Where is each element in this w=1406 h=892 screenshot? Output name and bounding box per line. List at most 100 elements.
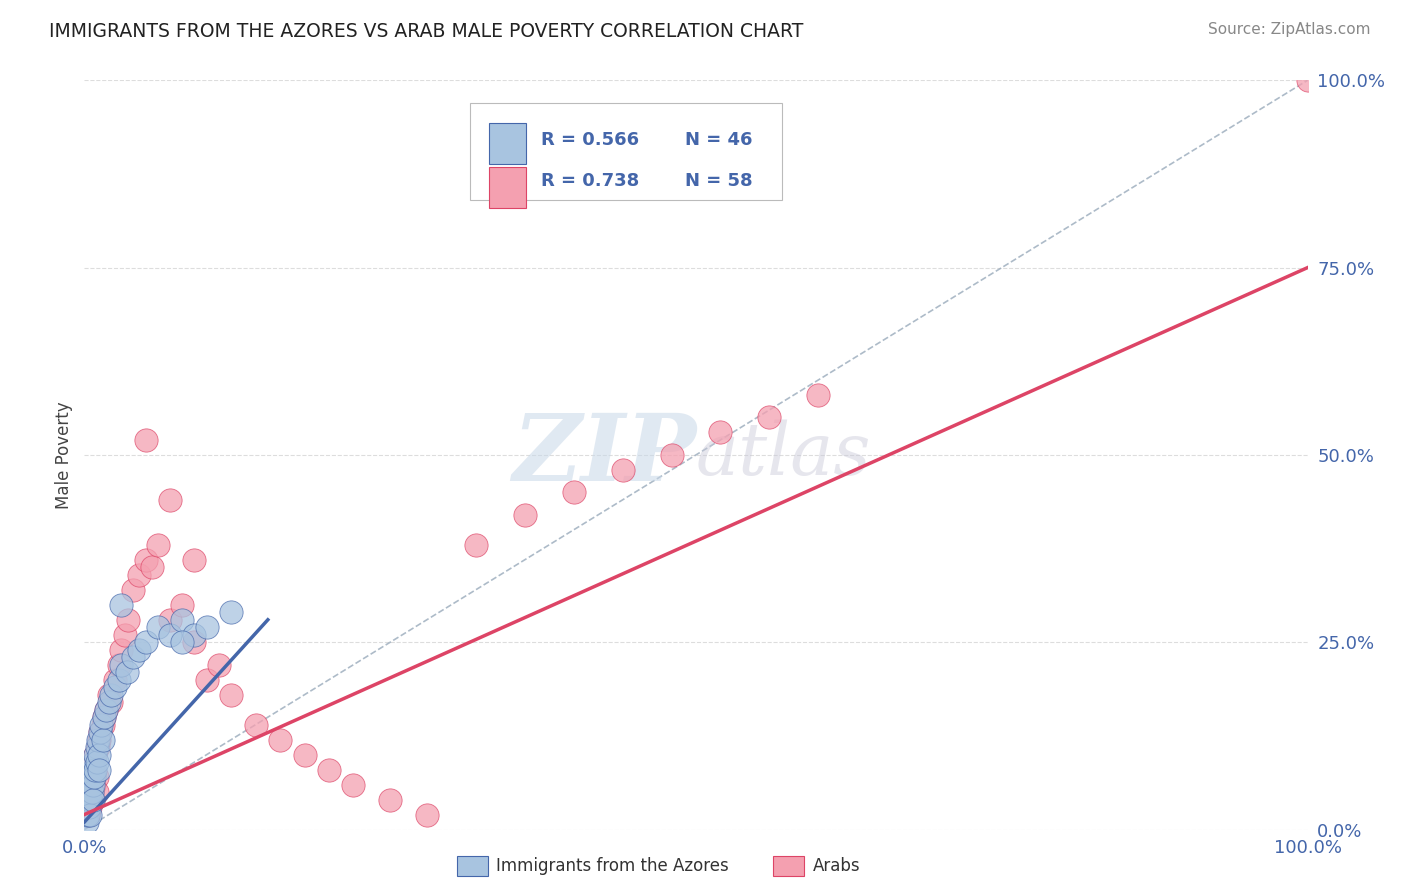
- Point: [128, 642, 150, 657]
- Point: [91, 717, 114, 731]
- Point: [709, 425, 731, 440]
- Point: [97, 695, 120, 709]
- Point: [100, 695, 122, 709]
- Point: [79, 807, 101, 822]
- Point: [83, 755, 105, 769]
- Point: [75, 800, 97, 814]
- Point: [208, 657, 231, 672]
- Point: [100, 688, 122, 702]
- Text: Arabs: Arabs: [813, 857, 860, 875]
- Point: [76, 785, 98, 799]
- Point: [76, 815, 98, 830]
- Text: Immigrants from the Azores: Immigrants from the Azores: [496, 857, 730, 875]
- Point: [114, 628, 136, 642]
- Point: [110, 642, 132, 657]
- Point: [245, 717, 267, 731]
- Point: [141, 560, 163, 574]
- Point: [172, 635, 194, 649]
- Point: [77, 807, 100, 822]
- Point: [159, 492, 181, 507]
- Point: [82, 778, 104, 792]
- Point: [96, 703, 118, 717]
- Point: [195, 673, 218, 687]
- Point: [807, 388, 830, 402]
- Text: N = 58: N = 58: [685, 171, 752, 190]
- Point: [77, 800, 100, 814]
- Point: [84, 763, 107, 777]
- Point: [96, 703, 118, 717]
- FancyBboxPatch shape: [489, 167, 526, 208]
- Point: [79, 778, 101, 792]
- Point: [342, 778, 364, 792]
- Point: [83, 770, 105, 784]
- Point: [86, 740, 108, 755]
- Point: [183, 628, 205, 642]
- Text: N = 46: N = 46: [685, 131, 752, 149]
- Point: [93, 710, 115, 724]
- Point: [115, 665, 138, 680]
- Point: [77, 792, 100, 806]
- Point: [159, 628, 181, 642]
- Text: R = 0.738: R = 0.738: [541, 171, 638, 190]
- Point: [562, 485, 585, 500]
- Point: [80, 785, 103, 799]
- Text: atlas: atlas: [696, 419, 872, 491]
- Point: [661, 448, 683, 462]
- Point: [91, 732, 114, 747]
- Point: [135, 635, 157, 649]
- Point: [172, 613, 194, 627]
- Point: [84, 747, 107, 762]
- Text: R = 0.566: R = 0.566: [541, 131, 638, 149]
- Point: [83, 778, 105, 792]
- Point: [77, 807, 100, 822]
- Point: [75, 807, 97, 822]
- Point: [269, 732, 291, 747]
- Point: [110, 598, 132, 612]
- Point: [122, 582, 145, 597]
- Point: [104, 680, 127, 694]
- Point: [87, 763, 110, 777]
- Y-axis label: Male Poverty: Male Poverty: [55, 401, 73, 508]
- Point: [84, 747, 107, 762]
- Point: [104, 673, 127, 687]
- Point: [87, 747, 110, 762]
- Point: [76, 800, 98, 814]
- Point: [612, 463, 634, 477]
- Point: [380, 792, 402, 806]
- Point: [86, 755, 108, 769]
- Point: [107, 673, 129, 687]
- Point: [183, 553, 205, 567]
- Point: [80, 770, 103, 784]
- FancyBboxPatch shape: [489, 123, 526, 164]
- FancyBboxPatch shape: [470, 103, 782, 200]
- Point: [146, 538, 169, 552]
- Point: [77, 785, 100, 799]
- Point: [107, 657, 129, 672]
- Point: [146, 620, 169, 634]
- Point: [82, 763, 104, 777]
- Point: [183, 635, 205, 649]
- Point: [80, 770, 103, 784]
- Point: [159, 613, 181, 627]
- Point: [219, 605, 242, 619]
- Point: [80, 785, 103, 799]
- Point: [83, 755, 105, 769]
- Point: [135, 433, 157, 447]
- Point: [195, 620, 218, 634]
- Point: [416, 807, 439, 822]
- Point: [90, 717, 112, 731]
- Point: [79, 778, 101, 792]
- Point: [87, 740, 110, 755]
- Point: [128, 567, 150, 582]
- Point: [117, 613, 139, 627]
- Point: [77, 792, 100, 806]
- Point: [86, 785, 108, 799]
- Point: [513, 508, 536, 522]
- Point: [89, 725, 111, 739]
- Point: [79, 800, 101, 814]
- Point: [86, 770, 108, 784]
- Point: [93, 710, 115, 724]
- Point: [219, 688, 242, 702]
- Text: ZIP: ZIP: [512, 410, 696, 500]
- Point: [172, 598, 194, 612]
